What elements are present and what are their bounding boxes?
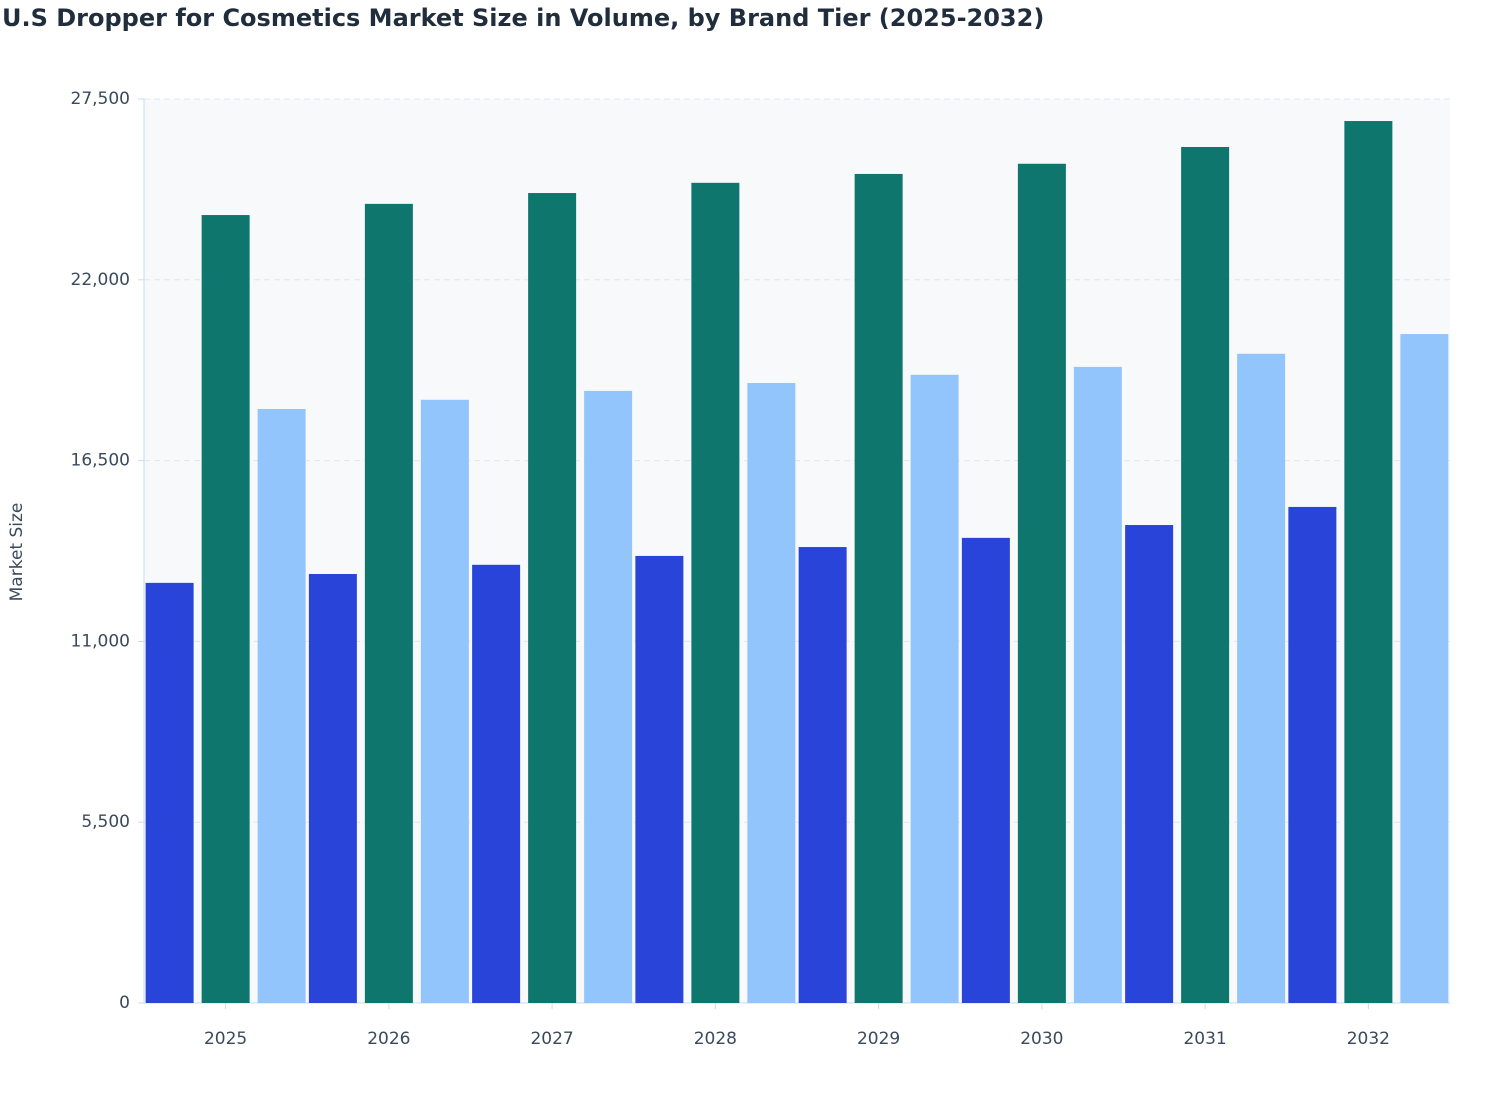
y-tick-label: 22,000: [71, 270, 130, 290]
bar: [472, 564, 521, 1003]
y-axis-label: Market Size: [7, 503, 27, 602]
bar: [584, 390, 633, 1004]
y-tick-label: 16,500: [71, 451, 130, 471]
bar: [364, 203, 413, 1003]
bar: [145, 582, 194, 1003]
bar: [420, 399, 469, 1003]
bar: [1237, 353, 1286, 1003]
bar: [1344, 121, 1393, 1004]
bar: [910, 374, 959, 1003]
bar: [528, 193, 577, 1004]
bar: [257, 408, 306, 1003]
bar: [1017, 163, 1066, 1003]
x-tick-label: 2028: [694, 1029, 737, 1049]
bar: [961, 537, 1010, 1003]
x-tick-label: 2026: [367, 1029, 410, 1049]
plot-background: [144, 99, 1450, 1003]
bar: [1400, 334, 1449, 1003]
chart-title: U.S Dropper for Cosmetics Market Size in…: [2, 4, 1044, 32]
bar: [747, 383, 796, 1003]
bar: [1073, 366, 1122, 1003]
bar: [1125, 525, 1174, 1003]
bar: [854, 173, 903, 1003]
y-tick-label: 27,500: [71, 89, 130, 109]
x-tick-label: 2032: [1347, 1029, 1390, 1049]
bar: [691, 182, 740, 1004]
bar: [798, 547, 847, 1003]
y-tick-label: 11,000: [71, 631, 130, 651]
y-tick-label: 5,500: [81, 812, 130, 832]
x-tick-label: 2029: [857, 1029, 900, 1049]
bar: [308, 574, 357, 1003]
x-tick-label: 2030: [1020, 1029, 1063, 1049]
bar: [635, 555, 684, 1003]
x-tick-label: 2027: [530, 1029, 573, 1049]
bar: [1181, 146, 1230, 1003]
y-tick-label: 0: [119, 993, 130, 1013]
x-tick-label: 2025: [204, 1029, 247, 1049]
bar: [1288, 506, 1337, 1003]
bar: [201, 215, 250, 1004]
x-tick-label: 2031: [1183, 1029, 1226, 1049]
